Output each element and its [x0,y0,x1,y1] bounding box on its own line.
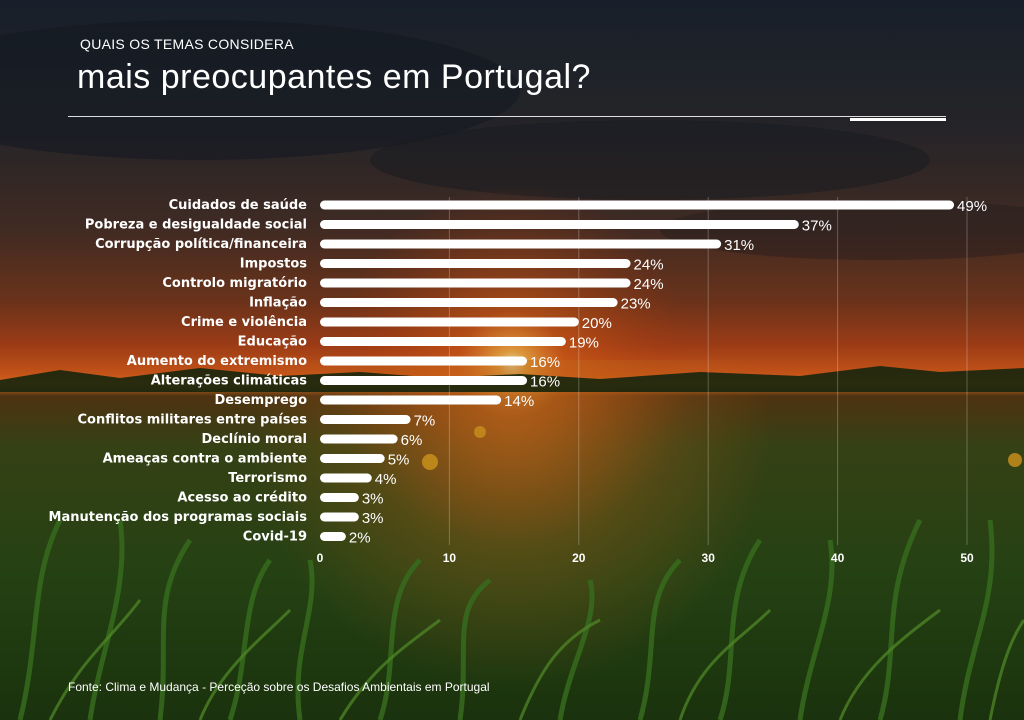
value-label: 3% [362,510,384,527]
category-label: Manutenção dos programas sociais [49,510,308,525]
bar [320,434,398,444]
bar [320,395,502,405]
value-label: 31% [724,237,754,254]
value-label: 24% [634,257,664,274]
chart-title: mais preocupantes em Portugal? [77,58,591,96]
category-label: Cuidados de saúde [169,198,308,213]
source-note: Fonte: Clima e Mudança - Perceção sobre … [68,680,490,694]
category-label: Inflação [249,296,307,311]
bar [320,317,579,327]
bar [320,415,411,424]
x-tick-label: 40 [831,551,845,565]
bar [320,356,528,366]
value-label: 7% [414,413,436,430]
category-label: Crime e violência [181,315,307,330]
category-label: Controlo migratório [162,276,307,291]
value-label: 16% [530,354,560,371]
x-tick-label: 10 [443,551,457,565]
value-label: 20% [582,315,612,332]
category-label: Terrorismo [228,471,307,486]
category-label: Ameaças contra o ambiente [103,452,308,467]
value-label: 5% [388,452,410,469]
chart-subtitle: QUAIS OS TEMAS CONSIDERA [80,36,294,52]
value-label: 24% [634,276,664,293]
bar [320,532,346,541]
bar [320,337,566,346]
category-label: Corrupção política/financeira [95,237,307,252]
category-label: Declínio moral [201,432,307,447]
category-label: Conflitos militares entre países [78,413,308,428]
category-label: Educação [238,335,307,350]
category-label: Impostos [240,257,308,272]
bar [320,454,385,463]
bar [320,278,631,288]
bar [320,259,631,268]
bar [320,200,955,210]
value-label: 23% [621,296,651,313]
bar [320,493,359,502]
category-label: Aumento do extremismo [127,354,307,369]
bar [320,376,528,385]
bar [320,473,372,483]
value-label: 2% [349,530,371,547]
x-tick-label: 20 [572,551,586,565]
value-label: 14% [504,393,534,410]
bar [320,298,618,307]
category-label: Pobreza e desigualdade social [85,218,307,233]
value-label: 4% [375,471,397,488]
category-label: Desemprego [215,393,308,408]
value-label: 16% [530,374,560,391]
title-divider [68,116,946,117]
category-label: Alterações climáticas [151,374,308,389]
value-label: 3% [362,491,384,508]
x-tick-label: 0 [317,551,324,565]
category-label: Covid-19 [243,530,307,545]
x-tick-label: 50 [960,551,974,565]
bar [320,239,722,249]
bar [320,220,799,229]
bar [320,512,359,522]
value-label: 37% [802,218,832,235]
x-tick-label: 30 [702,551,716,565]
title-divider-accent [850,118,946,121]
value-label: 49% [957,198,987,215]
value-label: 6% [401,432,423,449]
category-label: Acesso ao crédito [177,491,307,506]
value-label: 19% [569,335,599,352]
